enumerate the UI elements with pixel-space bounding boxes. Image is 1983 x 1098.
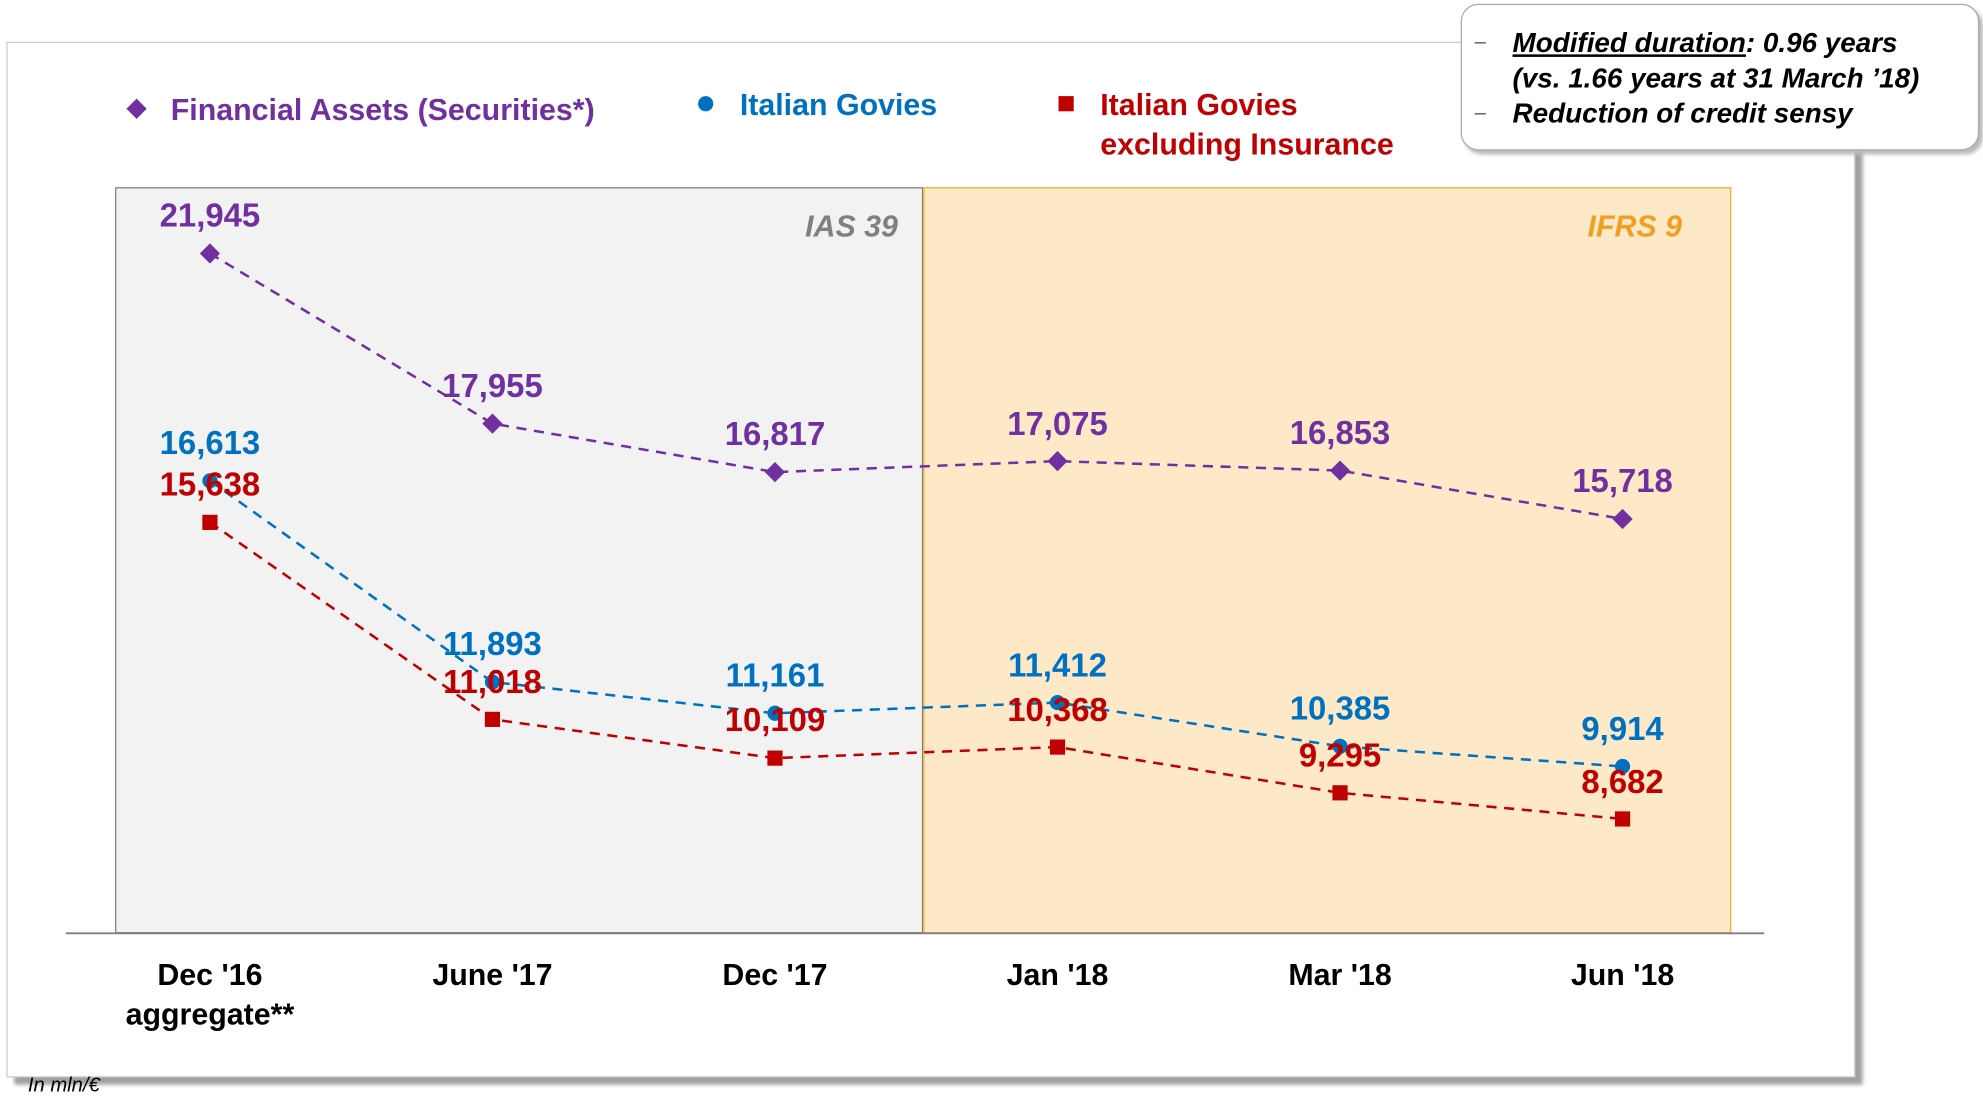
marker — [1614, 811, 1631, 827]
marker — [698, 96, 714, 112]
marker — [484, 711, 501, 727]
x-tick-label: Mar '18 — [1288, 958, 1392, 993]
callout-text: Reduction of credit sensy — [1512, 97, 1853, 129]
value-label: 11,018 — [443, 662, 542, 701]
x-tick-label: June '17 — [432, 958, 553, 993]
value-label: 21,945 — [159, 196, 261, 235]
marker — [1058, 96, 1074, 112]
marker — [484, 674, 501, 690]
value-label: 16,817 — [724, 415, 826, 454]
period-label: IFRS 9 — [1587, 209, 1682, 245]
value-label: 11,412 — [1008, 645, 1107, 684]
legend-label: Italian Govies excluding Insurance — [1100, 88, 1394, 162]
value-label: 9,914 — [1581, 709, 1664, 748]
note: In mln/€ — [27, 1074, 100, 1097]
marker — [1049, 739, 1066, 755]
marker — [1329, 460, 1351, 481]
x-tick-label: Jan '18 — [1006, 958, 1109, 993]
value-label: 15,638 — [159, 465, 261, 504]
marker — [126, 98, 147, 119]
value-label: 15,718 — [1572, 462, 1673, 500]
x-tick-label: Dec '17 — [722, 958, 828, 993]
series-line — [209, 521, 1623, 821]
value-label: 16,613 — [159, 423, 261, 462]
x-tick-label: Jun '18 — [1570, 958, 1675, 993]
callout-text: : 0.96 years (vs. 1.66 years at 31 March… — [1512, 26, 1920, 94]
marker — [1612, 508, 1633, 530]
value-label: 11,893 — [443, 625, 542, 664]
marker — [202, 473, 218, 489]
legend-label: Italian Govies — [739, 88, 938, 123]
marker — [767, 705, 783, 721]
series-line — [209, 479, 1623, 768]
value-label: 10,109 — [724, 701, 826, 740]
marker — [764, 461, 786, 483]
marker — [199, 243, 221, 264]
callout: Modified duration: 0.96 years (vs. 1.66 … — [1460, 3, 1980, 151]
value-label: 8,682 — [1581, 762, 1664, 800]
marker — [202, 514, 218, 530]
x-tick-label: Dec '16 aggregate** — [125, 958, 295, 1032]
series-line — [209, 252, 1623, 521]
value-label: 11,161 — [725, 656, 825, 695]
marker — [1047, 450, 1068, 472]
marker — [1332, 785, 1348, 801]
marker — [1332, 738, 1348, 754]
legend-label: Financial Assets (Securities*) — [170, 93, 595, 128]
value-label: 9,295 — [1298, 735, 1382, 774]
callout-bullet: Reduction of credit sensy — [1475, 96, 1966, 131]
callout-term: Modified duration — [1512, 26, 1746, 59]
marker — [482, 413, 503, 434]
ias-region — [115, 187, 924, 934]
value-label: 10,368 — [1007, 690, 1108, 729]
marker — [1614, 758, 1631, 775]
value-label: 16,853 — [1289, 413, 1391, 452]
callout-bullet: Modified duration: 0.96 years (vs. 1.66 … — [1475, 25, 1966, 96]
value-label: 17,075 — [1007, 404, 1108, 443]
marker — [767, 750, 783, 766]
period-label: IAS 39 — [805, 209, 898, 245]
value-label: 10,385 — [1289, 689, 1391, 728]
value-label: 17,955 — [442, 366, 543, 405]
marker — [1049, 694, 1066, 711]
